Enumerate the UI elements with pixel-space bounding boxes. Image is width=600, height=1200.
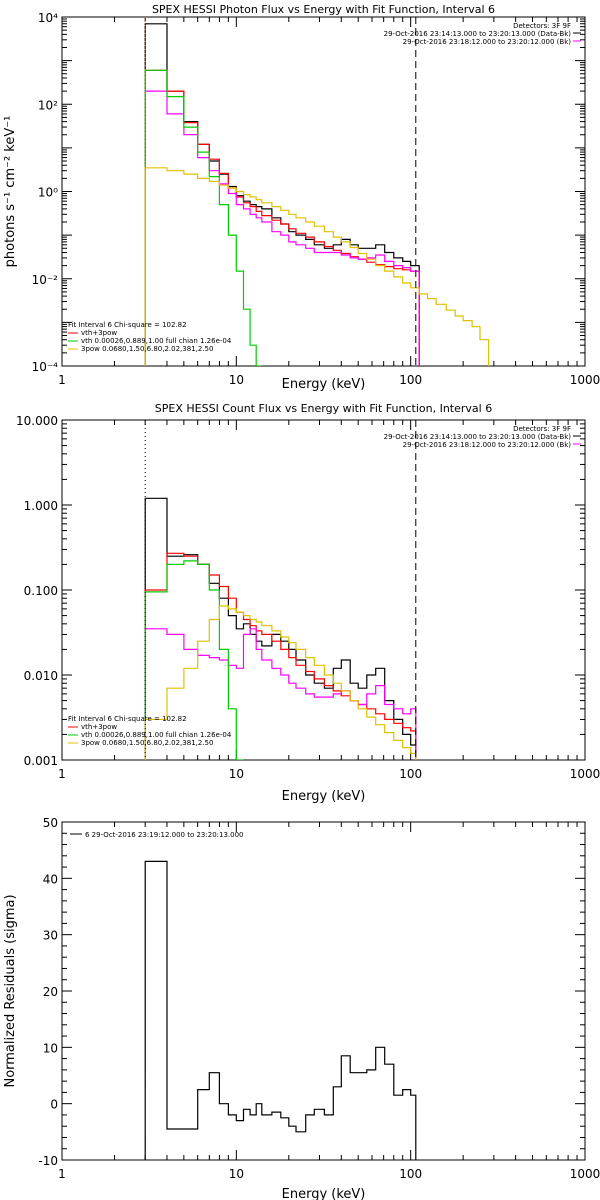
chart-title: SPEX HESSI Photon Flux vs Energy with Fi… — [152, 3, 495, 16]
legend-fit-line: vth 0.00026,0.889,1.00 full chian 1.26e-… — [81, 337, 232, 345]
legend-top-line: Detectors: 3F 9F — [513, 425, 571, 433]
series-line-2 — [144, 552, 417, 760]
y-tick-label: 10⁴ — [38, 11, 58, 25]
y-tick-label: 0.100 — [24, 584, 58, 598]
legend-fit-line: Fit Interval 6 Chi-square = 102.82 — [68, 715, 187, 723]
legend-top-line: 29-Oct-2016 23:14:13.000 to 23:20:13.000… — [384, 433, 572, 441]
series-line-4 — [144, 560, 244, 760]
y-tick-label: 0 — [50, 1098, 58, 1112]
x-axis-label: Energy (keV) — [282, 1187, 366, 1200]
series-line-1 — [144, 23, 420, 366]
series-group — [144, 497, 417, 760]
chart-panel-2: SPEX HESSI Count Flux vs Energy with Fit… — [16, 402, 600, 804]
x-tick-label: 100 — [399, 767, 422, 781]
y-tick-label: 0.001 — [24, 754, 58, 768]
y-tick-label: 10.000 — [16, 414, 58, 428]
x-tick-label: 100 — [399, 373, 422, 387]
y-tick-label: 40 — [43, 872, 58, 886]
y-tick-label: 30 — [43, 929, 58, 943]
x-tick-label: 10 — [229, 1167, 244, 1181]
x-tick-label: 1000 — [570, 1167, 600, 1181]
x-tick-label: 1000 — [570, 767, 600, 781]
series-group — [144, 23, 490, 366]
y-tick-label: 10⁻² — [32, 273, 59, 287]
chart-panel-1: SPEX HESSI Photon Flux vs Energy with Fi… — [3, 3, 600, 392]
y-tick-label: 10² — [38, 98, 58, 112]
legend-fit-line: 3pow 0.0680,1.50,6.80,2.02,381,2.50 — [81, 345, 213, 353]
x-tick-label: 100 — [399, 1167, 422, 1181]
x-tick-label: 1 — [58, 373, 66, 387]
plot-frame — [61, 419, 586, 761]
y-axis-label: photons s⁻¹ cm⁻² keV⁻¹ — [3, 116, 18, 268]
series-line-4 — [144, 69, 262, 366]
series-line-1 — [144, 497, 417, 760]
series-line-5 — [144, 167, 490, 366]
x-axis-label: Energy (keV) — [282, 377, 366, 392]
series-line-2 — [144, 69, 420, 366]
series-line-1 — [144, 860, 417, 1160]
y-tick-label: -10 — [38, 1154, 58, 1168]
legend-top-line: 6 29-Oct-2016 23:19:12.000 to 23:20:13.0… — [85, 831, 244, 839]
x-tick-label: 1 — [58, 1167, 66, 1181]
legend-fit-line: 3pow 0.0680,1.50,6.80,2.02,381,2.50 — [81, 739, 213, 747]
legend-top-line: 29-Oct-2016 23:18:12.000 to 23:20:12.000… — [403, 38, 572, 46]
x-tick-label: 1000 — [570, 373, 600, 387]
legend-top-line: 29-Oct-2016 23:14:13.000 to 23:20:13.000… — [384, 30, 572, 38]
legend-fit-line: vth+3pow — [81, 723, 117, 731]
x-tick-label: 1 — [58, 767, 66, 781]
legend-fit-line: Fit Interval 6 Chi-square = 102.82 — [68, 321, 187, 329]
y-tick-label: 0.010 — [24, 669, 58, 683]
y-tick-label: 10⁻⁴ — [32, 360, 59, 374]
chart-panel-3: 1 10 100 1000 Energy (keV) -10 0 10 20 30 40 50 Norm… — [3, 816, 600, 1200]
y-tick-label: 10⁰ — [38, 186, 58, 200]
y-tick-label: 1.000 — [24, 499, 58, 513]
series-group — [144, 860, 417, 1160]
series-line-3 — [144, 90, 420, 366]
legend-fit-line: vth+3pow — [81, 329, 117, 337]
legend-top-line: 29-Oct-2016 23:18:12.000 to 23:20:12.000… — [403, 441, 572, 449]
chart-title: SPEX HESSI Count Flux vs Energy with Fit… — [155, 402, 492, 415]
series-line-3 — [144, 628, 417, 760]
legend-top-line: Detectors: 3F 9F — [513, 22, 571, 30]
y-tick-label: 20 — [43, 985, 58, 999]
y-tick-label: 50 — [43, 816, 58, 830]
plot-frame — [61, 16, 586, 367]
x-tick-label: 10 — [229, 373, 244, 387]
y-axis-label: Normalized Residuals (sigma) — [3, 894, 18, 1087]
legend-fit-line: vth 0.00026,0.889,1.00 full chian 1.26e-… — [81, 731, 232, 739]
series-line-5 — [144, 605, 417, 760]
y-tick-label: 10 — [43, 1041, 58, 1055]
x-axis-label: Energy (keV) — [282, 789, 366, 804]
x-tick-label: 10 — [229, 767, 244, 781]
